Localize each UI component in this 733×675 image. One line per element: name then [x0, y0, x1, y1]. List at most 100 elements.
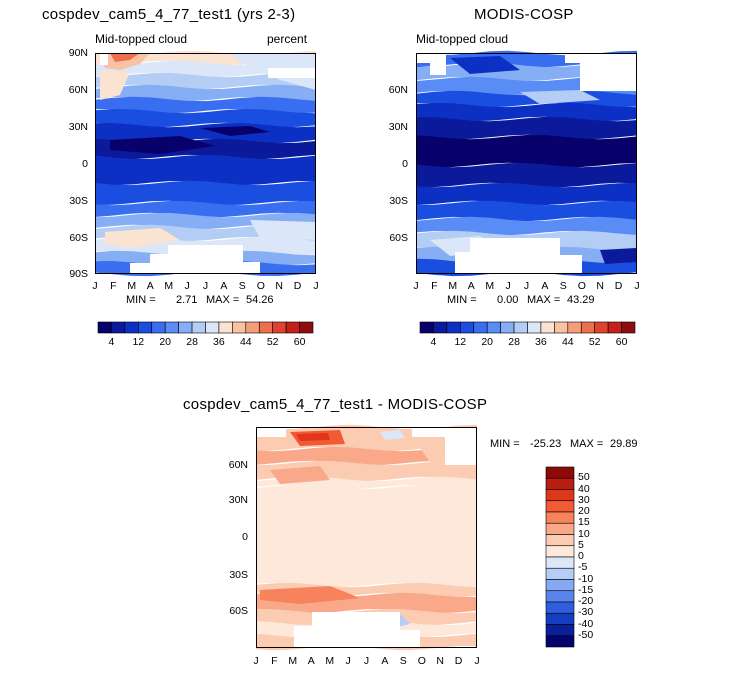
panel3-colorbar-tick: 5: [578, 538, 584, 551]
panel2-xtick: A: [467, 280, 475, 292]
panel1-title: cospdev_cam5_4_77_test1 (yrs 2-3): [42, 6, 296, 23]
panel1-ytick: 30S: [69, 195, 88, 207]
panel2-xtick: S: [559, 280, 567, 292]
panel1-colorbar-swatch: [258, 321, 273, 334]
panel2-colorbar-tick: 4: [430, 336, 437, 348]
panel2-colorbar-swatch: [500, 321, 515, 334]
panel3-colorbar-tick: 0: [578, 550, 584, 562]
panel3-colorbar-tick: -5: [578, 561, 588, 574]
panel1-colorbar-swatch: [151, 321, 166, 334]
panel3-colorbar-swatch: [545, 579, 575, 592]
panel2-colorbar-swatch: [433, 321, 448, 334]
panel1-colorbar-tick: 4: [108, 336, 115, 348]
panel1-colorbar-tick: 44: [239, 336, 252, 348]
panel3-colorbar-tick: -40: [578, 617, 594, 630]
panel1-xtick: O: [256, 280, 265, 292]
panel2-subtitle-left: Mid-topped cloud: [416, 32, 509, 46]
panel2-xtick: M: [448, 280, 458, 292]
panel1-xtick: J: [202, 280, 209, 292]
panel3-xtick: O: [417, 655, 426, 667]
panel1-colorbar-tick: 20: [159, 336, 172, 348]
panel1-min-label: MIN =: [126, 294, 156, 306]
panel1-ytick: 30N: [68, 121, 88, 133]
panel1-ytick: 90N: [68, 47, 88, 59]
panel3-colorbar-tick: 40: [578, 482, 590, 495]
panel2-xtick: J: [523, 280, 530, 292]
panel1-ytick: 0: [82, 158, 88, 170]
panel3-colorbar-tick: 50: [578, 471, 590, 484]
panel3-ytick: 0: [242, 531, 248, 543]
panel1-colorbar-tick: 60: [293, 336, 306, 348]
panel2-min-value: 0.00: [497, 294, 519, 306]
panel3-xtick: D: [454, 655, 463, 667]
panel2-colorbar-tick: 60: [615, 336, 628, 348]
panel2-xtick: O: [577, 280, 586, 292]
panel2-min-label: MIN =: [447, 294, 477, 306]
panel3-colorbar-tick: 15: [578, 516, 590, 529]
panel1-xtick: M: [127, 280, 137, 292]
panel1-xtick: A: [146, 280, 154, 292]
panel2-ytick: 60S: [389, 232, 408, 244]
panel3-title: cospdev_cam5_4_77_test1 - MODIS-COSP: [183, 396, 488, 413]
panel3-colorbar-swatch: [545, 545, 575, 558]
panel3-xtick: A: [307, 655, 315, 667]
panel3-colorbar-swatch: [545, 477, 575, 490]
panel3-colorbar-swatch: [545, 511, 575, 524]
panel3-colorbar-tick: -10: [578, 572, 594, 585]
panel2-colorbar-swatch: [419, 321, 434, 334]
panel1-colorbar-swatch: [138, 321, 153, 334]
panel1-subtitle-right: percent: [267, 32, 308, 46]
panel1-max-label: MAX =: [206, 294, 240, 306]
panel3-colorbar-tick: 10: [578, 527, 590, 540]
panel1-xtick: N: [275, 280, 283, 292]
panel2-max-value: 43.29: [567, 294, 595, 306]
panel2-ytick: 0: [402, 158, 408, 170]
panel3-plot-frame: [256, 427, 477, 648]
panel1-max-value: 54.26: [246, 294, 274, 306]
panel3-xtick: M: [288, 655, 298, 667]
panel2-ytick: 30N: [388, 121, 408, 133]
panel3-colorbar-tick: -50: [578, 628, 594, 641]
panel1-colorbar-swatch: [178, 321, 193, 334]
panel3-xtick: F: [271, 655, 278, 667]
panel1-colorbar-swatch: [272, 321, 287, 334]
panel3-ytick: 30S: [229, 569, 248, 581]
panel2-ytick: 60N: [388, 84, 408, 96]
panel2-colorbar-swatch: [473, 321, 488, 334]
panel2-colorbar-tick: 36: [535, 336, 547, 348]
panel1-colorbar-tick: 28: [186, 336, 198, 348]
panel2-colorbar-swatch: [486, 321, 501, 334]
panel3-colorbar-tick: 20: [578, 505, 590, 517]
panel1-colorbar-tick: 36: [213, 336, 225, 348]
panel3-xtick: N: [436, 655, 444, 667]
panel3-colorbar-swatch: [545, 635, 575, 648]
panel2-xtick: N: [596, 280, 604, 292]
panel2-colorbar-tick: 44: [561, 336, 574, 348]
panel1-colorbar-swatch: [97, 321, 112, 334]
panel2-xtick: J: [505, 280, 511, 292]
panel3-colorbar-tick: -15: [578, 583, 594, 596]
panel3-ytick: 60N: [228, 459, 248, 471]
panel3-max-label: MAX =: [570, 438, 604, 450]
panel3-colorbar-swatches: [545, 466, 575, 648]
panel3-colorbar-swatch: [545, 522, 575, 535]
panel3-xtick: J: [363, 655, 370, 667]
panel2-colorbar-swatch: [567, 321, 582, 334]
panel1-colorbar-tick: 12: [132, 336, 145, 348]
panel2-xtick: F: [431, 280, 438, 292]
panel3-colorbar-swatch: [545, 624, 575, 637]
panel1-xtick: J: [184, 280, 190, 292]
panel3-ytick: 60S: [229, 605, 248, 617]
panel1-ytick: 90S: [69, 268, 88, 280]
panel2-xtick: J: [413, 280, 419, 292]
panel1-xtick: D: [293, 280, 302, 292]
panel2-colorbar-swatch: [580, 321, 595, 334]
panel3-colorbar-tick: -20: [578, 595, 594, 607]
panel2-xtick: A: [541, 280, 549, 292]
panel3-colorbar-swatch: [545, 489, 575, 502]
panel1-min-value: 2.71: [176, 294, 198, 306]
panel3-ytick: 30N: [228, 494, 248, 506]
panel2-xtick: D: [614, 280, 623, 292]
panel2-colorbar-tick: 12: [454, 336, 467, 348]
panel2-colorbar-tick: 52: [588, 336, 601, 348]
